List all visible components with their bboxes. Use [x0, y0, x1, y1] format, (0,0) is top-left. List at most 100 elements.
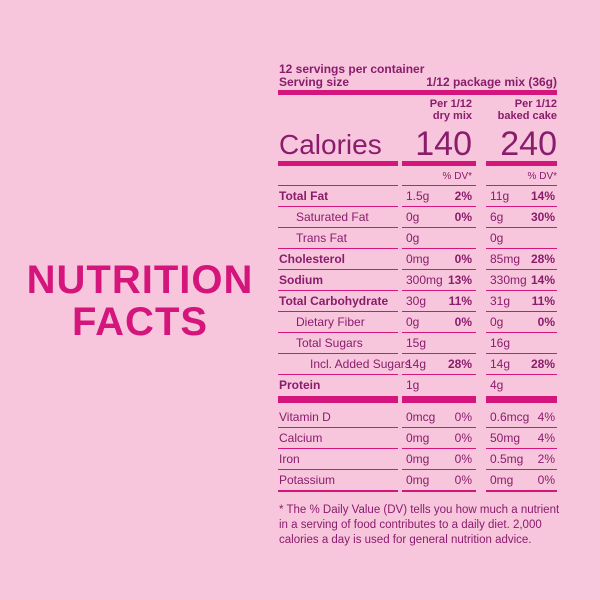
daily-value: 0% — [454, 473, 472, 487]
amount: 50mg — [490, 431, 521, 445]
nutrient-name: Total Fat — [279, 189, 329, 203]
rule — [402, 490, 476, 492]
amount: 0mg — [406, 252, 430, 266]
rule — [402, 469, 476, 470]
rule — [486, 185, 557, 186]
rule — [402, 290, 476, 291]
rule — [486, 227, 557, 228]
daily-value: 2% — [537, 452, 555, 466]
rule — [402, 448, 476, 449]
nutrient-name: Sodium — [279, 273, 323, 287]
amount: 15g — [406, 336, 427, 350]
nutrient-name: Trans Fat — [296, 231, 347, 245]
amount: 0mg — [406, 452, 430, 466]
rule — [486, 448, 557, 449]
rule — [402, 353, 476, 354]
daily-value: 0% — [454, 210, 472, 224]
serving-size-value: 1/12 package mix (36g) — [426, 75, 557, 89]
servings: 12 servings per container — [279, 62, 425, 76]
nutrient-name: Saturated Fat — [296, 210, 369, 224]
daily-value: 30% — [530, 210, 555, 224]
footnote: * The % Daily Value (DV) tells you how m… — [279, 504, 560, 546]
amount: 16g — [490, 336, 511, 350]
heading: NUTRITION — [26, 258, 254, 302]
daily-value: 11% — [531, 294, 555, 308]
amount: 0g — [406, 231, 420, 245]
amount: 31g — [490, 294, 511, 308]
calories-value: 240 — [500, 125, 557, 163]
rule — [278, 90, 557, 95]
rule — [402, 227, 476, 228]
rule — [278, 448, 398, 449]
dv-header: % DV* — [442, 171, 472, 182]
rule — [278, 427, 398, 428]
rule — [486, 374, 557, 375]
rule — [278, 227, 398, 228]
daily-value: 14% — [530, 273, 555, 287]
daily-value: 13% — [447, 273, 472, 287]
rule — [486, 490, 557, 492]
daily-value: 28% — [530, 357, 555, 371]
rule — [278, 248, 398, 249]
nutrient-name: Total Carbohydrate — [279, 294, 389, 308]
daily-value: 0% — [454, 252, 472, 266]
rule — [486, 248, 557, 249]
column-header: Per 1/12 — [514, 97, 557, 110]
amount: 1g — [406, 378, 420, 392]
nutrient-name: Incl. Added Sugars — [310, 357, 411, 371]
calories-value: 140 — [415, 125, 472, 163]
serving-size-label: Serving size — [279, 75, 350, 89]
nutrient-name: Total Sugars — [296, 336, 363, 350]
rule — [402, 269, 476, 270]
amount: 0.5mg — [490, 452, 524, 466]
rule — [486, 206, 557, 207]
daily-value: 0% — [537, 315, 555, 329]
amount: 85mg — [490, 252, 521, 266]
amount: 0g — [490, 315, 504, 329]
micronutrient-name: Vitamin D — [279, 410, 331, 424]
daily-value: 28% — [530, 252, 555, 266]
amount: 0g — [406, 210, 420, 224]
calories-label: Calories — [279, 129, 382, 160]
rule — [402, 206, 476, 207]
daily-value: 4% — [537, 410, 555, 424]
amount: 14g — [406, 357, 427, 371]
rule — [402, 248, 476, 249]
rule — [486, 311, 557, 312]
nutrient-name: Cholesterol — [279, 252, 346, 266]
rule — [278, 332, 398, 333]
daily-value: 28% — [447, 357, 472, 371]
amount: 330mg — [490, 273, 527, 287]
daily-value: 0% — [454, 410, 472, 424]
rule — [278, 490, 398, 492]
rule — [402, 161, 476, 166]
rule — [402, 427, 476, 428]
amount: 0mg — [490, 473, 514, 487]
daily-value: 0% — [454, 452, 472, 466]
dv-header: % DV* — [527, 171, 557, 182]
micronutrient-name: Iron — [279, 452, 300, 466]
column-header: Per 1/12 — [429, 97, 472, 110]
rule — [278, 161, 398, 166]
amount: 6g — [490, 210, 504, 224]
amount: 0g — [406, 315, 420, 329]
column-header: baked cake — [497, 109, 557, 122]
daily-value: 0% — [454, 315, 472, 329]
heading: FACTS — [71, 300, 209, 344]
rule — [278, 269, 398, 270]
rule — [486, 290, 557, 291]
rule — [278, 469, 398, 470]
amount: 11g — [490, 189, 510, 203]
rule — [402, 374, 476, 375]
amount: 0.6mcg — [490, 410, 530, 424]
nutrient-name: Dietary Fiber — [296, 315, 365, 329]
rule — [278, 185, 398, 186]
rule — [402, 332, 476, 333]
rule — [486, 396, 557, 403]
rule — [278, 290, 398, 291]
amount: 0mg — [406, 473, 430, 487]
rule — [486, 427, 557, 428]
rule — [486, 332, 557, 333]
amount: 14g — [490, 357, 511, 371]
